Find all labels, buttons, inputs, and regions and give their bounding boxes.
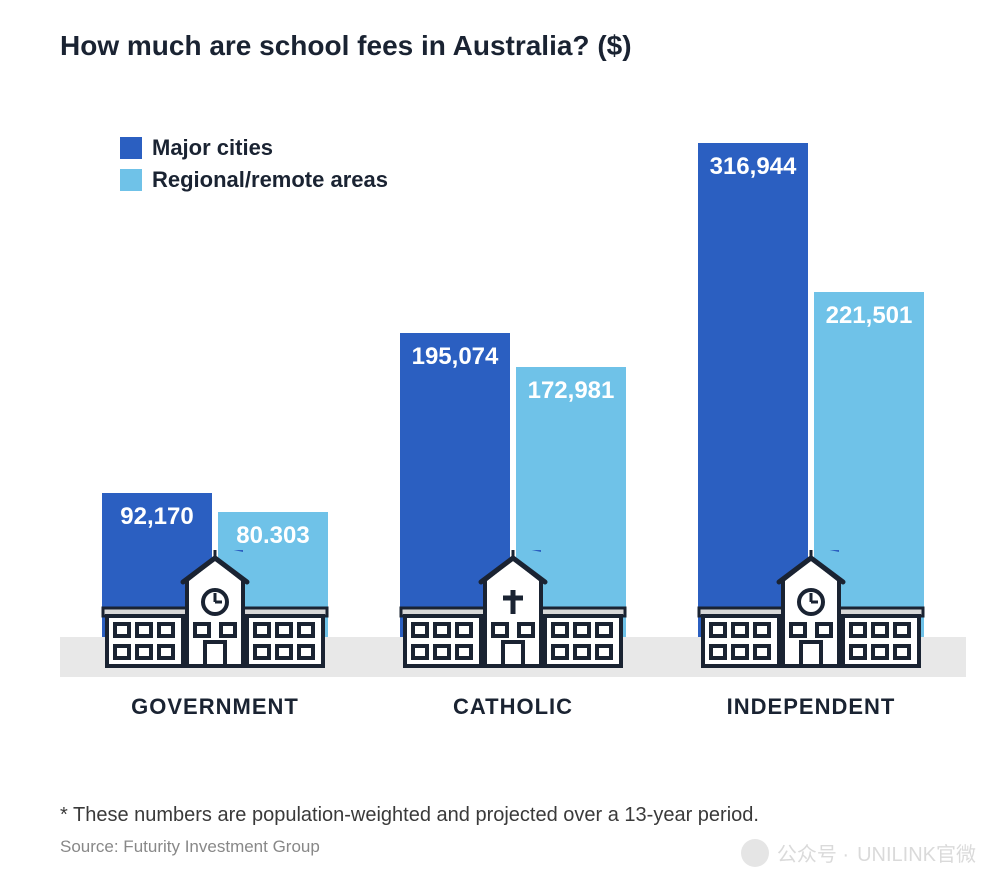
bar-value-label: 80.303 — [218, 522, 328, 550]
watermark-prefix: 公众号 · — [777, 838, 849, 867]
group-independent: 316,944 221,501 INDEPENDENT — [666, 102, 956, 742]
chart-container: How much are school fees in Australia? (… — [0, 0, 1006, 882]
category-label: GOVERNMENT — [131, 694, 299, 720]
category-label: CATHOLIC — [453, 694, 573, 720]
plot-area: 92,17080.303 GOVERNMENT 195,074172,981 — [60, 102, 966, 742]
bar-groups: 92,17080.303 GOVERNMENT 195,074172,981 — [60, 102, 966, 742]
category-label: INDEPENDENT — [727, 694, 896, 720]
bar-value-label: 316,944 — [698, 153, 808, 181]
group-catholic: 195,074172,981 CATHOLIC — [368, 102, 658, 742]
school-building-icon — [691, 550, 931, 670]
school-building-icon — [393, 550, 633, 670]
bar-value-label: 195,074 — [400, 343, 510, 371]
bar-value-label: 92,170 — [102, 503, 212, 531]
footnote: * These numbers are population-weighted … — [60, 804, 759, 827]
bar-value-label: 221,501 — [814, 302, 924, 330]
wechat-icon — [741, 839, 769, 867]
group-government: 92,17080.303 GOVERNMENT — [70, 102, 360, 742]
bar-value-label: 172,981 — [516, 377, 626, 405]
watermark-name: UNILINK官微 — [857, 838, 976, 867]
source-text: Source: Futurity Investment Group — [60, 837, 320, 857]
watermark: 公众号 · UNILINK官微 — [741, 838, 976, 867]
chart-title: How much are school fees in Australia? (… — [60, 30, 966, 62]
school-building-icon — [95, 550, 335, 670]
